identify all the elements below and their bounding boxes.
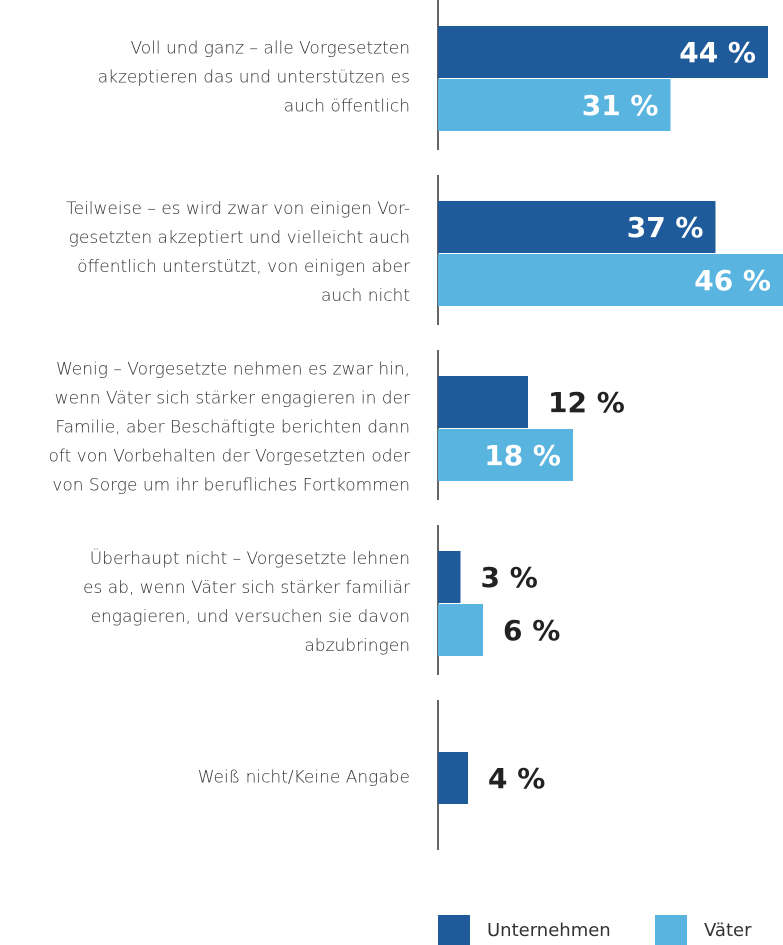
value-label: 46 %	[694, 264, 771, 297]
bar	[438, 26, 768, 78]
category-label: Teilweise – es wird zwar von einigen Vor…	[66, 199, 410, 306]
legend-swatch	[655, 915, 687, 945]
bar	[438, 604, 483, 656]
bar	[438, 79, 671, 131]
category-label: Weiß nicht/Keine Angabe	[197, 767, 410, 788]
legend-label: Unternehmen	[487, 920, 611, 941]
category-label: Überhaupt nicht – Vorgesetzte lehnen es …	[83, 549, 410, 656]
bar	[438, 376, 528, 428]
category-label: Voll und ganz – alle Vorgesetzten akzept…	[97, 38, 410, 117]
value-label: 6 %	[503, 614, 560, 647]
bar	[438, 254, 783, 306]
legend-label: Väter	[704, 920, 752, 941]
bar	[438, 429, 573, 481]
bar	[438, 201, 716, 253]
value-label: 44 %	[679, 36, 756, 69]
bar	[438, 551, 461, 603]
value-label: 18 %	[484, 439, 561, 472]
value-label: 4 %	[488, 762, 545, 795]
value-label: 12 %	[548, 386, 625, 419]
value-label: 37 %	[627, 211, 704, 244]
bar	[438, 752, 468, 804]
category-label: Wenig – Vorgesetzte nehmen es zwar hin, …	[48, 359, 410, 496]
value-label: 31 %	[582, 89, 659, 122]
value-label: 3 %	[481, 561, 538, 594]
legend-swatch	[438, 915, 470, 945]
